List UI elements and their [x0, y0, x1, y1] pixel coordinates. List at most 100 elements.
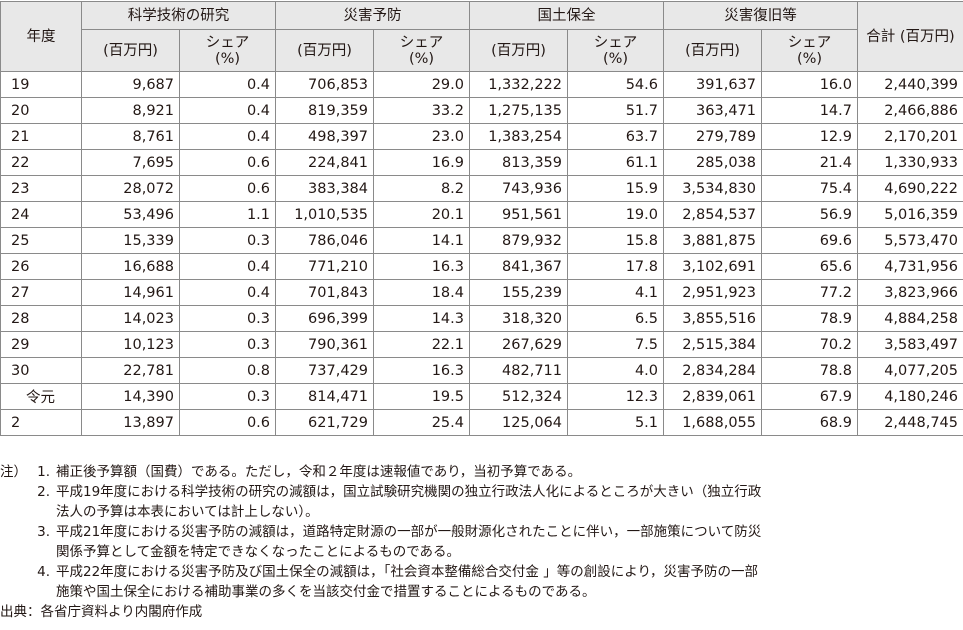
cell-land-amount: 879,932 [469, 227, 568, 254]
cell-land-amount: 841,367 [469, 253, 568, 280]
cell-prevention-amount: 696,399 [275, 305, 374, 332]
note-number: 3. [37, 524, 50, 540]
cell-land-share: 61.1 [567, 149, 664, 176]
cell-recovery-amount: 3,534,830 [663, 175, 762, 202]
cell-research-amount: 14,390 [81, 383, 180, 410]
cell-prevention-amount: 621,729 [275, 409, 374, 436]
header-amount: (百万円) [275, 29, 374, 72]
note-text: 平成21年度における災害予防の減額は，道路特定財源の一部が一般財源化されたことに… [56, 524, 762, 540]
note-number [28, 582, 56, 602]
cell-year: 24 [0, 201, 82, 228]
cell-research-share: 0.4 [179, 123, 276, 150]
cell-land-share: 4.0 [567, 357, 664, 384]
cell-recovery-amount: 279,789 [663, 123, 762, 150]
cell-total: 4,731,956 [857, 253, 963, 280]
header-amount: (百万円) [663, 29, 762, 72]
cell-land-amount: 482,711 [469, 357, 568, 384]
cell-research-amount: 8,921 [81, 97, 180, 124]
source-line: 出典：各省庁資料より内閣府作成 [0, 604, 203, 620]
cell-land-share: 15.9 [567, 175, 664, 202]
cell-recovery-share: 67.9 [761, 383, 858, 410]
cell-research-amount: 15,339 [81, 227, 180, 254]
cell-land-share: 19.0 [567, 201, 664, 228]
cell-research-share: 0.4 [179, 71, 276, 98]
cell-land-amount: 1,275,135 [469, 97, 568, 124]
cell-recovery-share: 69.6 [761, 227, 858, 254]
cell-research-amount: 16,688 [81, 253, 180, 280]
note-text: 補正後予算額（国費）である。ただし，令和２年度は速報値であり，当初予算である。 [56, 464, 582, 480]
cell-recovery-amount: 2,839,061 [663, 383, 762, 410]
header-group-land: 国土保全 [469, 1, 664, 30]
table-row: 令元 14,390 0.3 814,471 19.5 512,324 12.3 2,839,0… [0, 383, 963, 410]
cell-recovery-share: 12.9 [761, 123, 858, 150]
table-row: 22 7,695 0.6 224,841 16.9 813,359 61.1 285,038 2… [0, 149, 963, 176]
table-header: 年度 科学技術の研究 災害予防 国土保全 災害復旧等 合計 (百万円) (百万円… [0, 1, 963, 72]
note-number [28, 542, 56, 562]
cell-research-amount: 8,761 [81, 123, 180, 150]
cell-recovery-amount: 1,688,055 [663, 409, 762, 436]
cell-prevention-share: 16.9 [373, 149, 470, 176]
cell-research-share: 1.1 [179, 201, 276, 228]
cell-prevention-amount: 224,841 [275, 149, 374, 176]
cell-research-amount: 14,023 [81, 305, 180, 332]
cell-prevention-amount: 771,210 [275, 253, 374, 280]
cell-land-share: 12.3 [567, 383, 664, 410]
cell-total: 4,884,258 [857, 305, 963, 332]
cell-prevention-amount: 814,471 [275, 383, 374, 410]
table-row: 21 8,761 0.4 498,397 23.0 1,383,254 63.7 279,78… [0, 123, 963, 150]
cell-research-share: 0.3 [179, 331, 276, 358]
cell-year: 21 [0, 123, 82, 150]
cell-land-share: 63.7 [567, 123, 664, 150]
cell-year: 23 [0, 175, 82, 202]
cell-total: 3,823,966 [857, 279, 963, 306]
cell-total: 2,440,399 [857, 71, 963, 98]
cell-total: 2,448,745 [857, 409, 963, 436]
cell-year: 26 [0, 253, 82, 280]
cell-recovery-amount: 3,881,875 [663, 227, 762, 254]
table-row: 23 28,072 0.6 383,384 8.2 743,936 15.9 3,534,83… [0, 175, 963, 202]
table-row: 28 14,023 0.3 696,399 14.3 318,320 6.5 3,855,51… [0, 305, 963, 332]
cell-prevention-share: 16.3 [373, 357, 470, 384]
cell-total: 2,170,201 [857, 123, 963, 150]
cell-recovery-amount: 2,854,537 [663, 201, 762, 228]
cell-total: 5,016,359 [857, 201, 963, 228]
note-label [0, 502, 28, 522]
header-group-prevention: 災害予防 [275, 1, 470, 30]
notes: 注） 1. 補正後予算額（国費）である。ただし，令和２年度は速報値であり，当初予算で… [0, 462, 963, 622]
cell-year: 2 [0, 409, 82, 436]
cell-year: 30 [0, 357, 82, 384]
table-row: 19 9,687 0.4 706,853 29.0 1,332,222 54.6 391,63… [0, 71, 963, 98]
note-text: 法人の予算は本表においては計上しない）。 [56, 504, 319, 520]
note-line: 2. 平成19年度における科学技術の研究の減額は，国立試験研究機関の独立行政法人化… [0, 482, 963, 502]
cell-research-amount: 9,687 [81, 71, 180, 98]
cell-research-share: 0.4 [179, 97, 276, 124]
cell-prevention-share: 22.1 [373, 331, 470, 358]
cell-land-share: 15.8 [567, 227, 664, 254]
cell-prevention-share: 33.2 [373, 97, 470, 124]
cell-total: 4,077,205 [857, 357, 963, 384]
cell-prevention-amount: 383,384 [275, 175, 374, 202]
note-text: 平成22年度における災害予防及び国土保全の減額は，「社会資本整備総合交付金 」等… [56, 564, 759, 580]
cell-research-amount: 14,961 [81, 279, 180, 306]
cell-recovery-amount: 391,637 [663, 71, 762, 98]
note-label [0, 562, 28, 582]
cell-total: 4,180,246 [857, 383, 963, 410]
cell-recovery-amount: 363,471 [663, 97, 762, 124]
cell-recovery-amount: 3,102,691 [663, 253, 762, 280]
cell-land-amount: 743,936 [469, 175, 568, 202]
cell-land-share: 17.8 [567, 253, 664, 280]
cell-prevention-share: 20.1 [373, 201, 470, 228]
cell-research-share: 0.3 [179, 227, 276, 254]
cell-prevention-amount: 790,361 [275, 331, 374, 358]
cell-recovery-share: 70.2 [761, 331, 858, 358]
cell-research-amount: 53,496 [81, 201, 180, 228]
cell-research-amount: 10,123 [81, 331, 180, 358]
cell-research-share: 0.3 [179, 305, 276, 332]
cell-year: 19 [0, 71, 82, 98]
cell-research-amount: 7,695 [81, 149, 180, 176]
cell-prevention-share: 14.3 [373, 305, 470, 332]
cell-research-share: 0.6 [179, 149, 276, 176]
cell-land-share: 54.6 [567, 71, 664, 98]
cell-total: 4,690,222 [857, 175, 963, 202]
cell-recovery-amount: 2,515,384 [663, 331, 762, 358]
